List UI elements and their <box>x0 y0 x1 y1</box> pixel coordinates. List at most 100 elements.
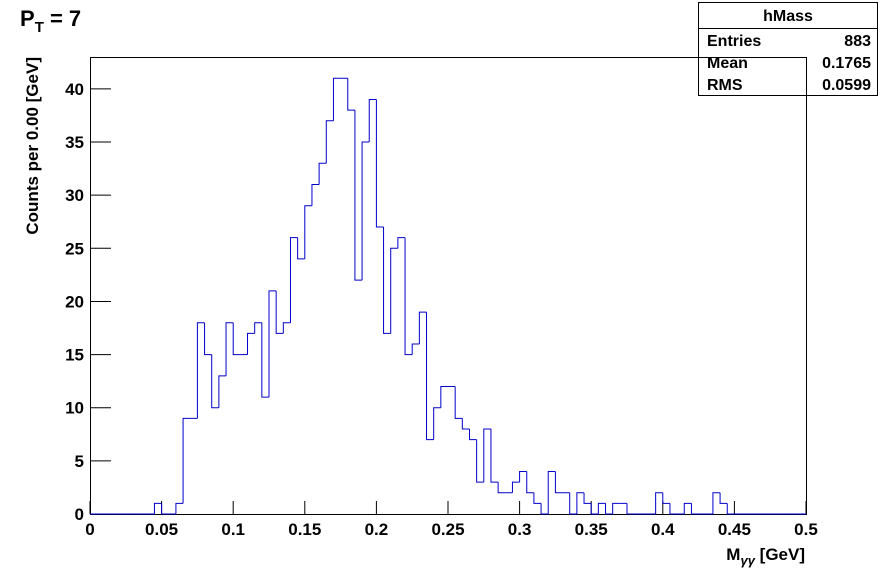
x-axis-title: Mγγ [GeV] <box>726 545 805 568</box>
histogram-bin <box>196 322 205 419</box>
stats-label: Entries <box>707 33 761 50</box>
histogram-bin <box>275 290 284 334</box>
histogram-bin <box>289 237 298 323</box>
histogram-bin <box>626 503 635 515</box>
y-tick-label: 35 <box>65 133 84 152</box>
histogram-bin <box>268 290 277 398</box>
histogram-bin <box>547 470 556 514</box>
histogram-bin <box>669 503 678 515</box>
histogram-bin <box>411 343 420 355</box>
histogram-bin <box>597 502 606 514</box>
histogram-bin <box>161 503 169 515</box>
x-tick-label: 0.05 <box>145 520 178 539</box>
histogram-bin <box>297 237 305 260</box>
y-tick-label: 0 <box>75 505 84 524</box>
histogram-bin <box>311 184 320 206</box>
histogram-bin <box>318 162 327 185</box>
plot-frame <box>90 57 807 515</box>
stats-title: hMass <box>763 8 813 25</box>
histogram-bin <box>304 205 312 259</box>
histogram-bin <box>368 99 377 143</box>
chart-title: PT = 7 <box>20 6 81 36</box>
histogram-bin <box>426 312 434 441</box>
histogram-bin <box>440 385 448 408</box>
histogram-bin <box>418 311 427 344</box>
title-main: P <box>20 6 35 31</box>
stats-label: Mean <box>707 55 748 72</box>
histogram-bin <box>483 428 491 483</box>
histogram-bin <box>332 77 341 121</box>
histogram-bin <box>554 471 563 494</box>
histogram-bin <box>211 354 219 409</box>
histogram-bin <box>282 322 291 334</box>
histogram-bin <box>175 502 184 514</box>
histogram-bin <box>232 322 241 356</box>
stats-value: 883 <box>844 33 871 50</box>
histogram-bin <box>511 481 520 493</box>
y-tick-label: 10 <box>65 399 84 418</box>
histogram-bin <box>204 322 212 356</box>
x-tick-label: 0.45 <box>718 520 751 539</box>
histogram-bin <box>683 502 692 514</box>
y-tick-label: 25 <box>65 239 84 258</box>
histogram-bin <box>490 428 499 483</box>
histogram-bin <box>347 78 355 111</box>
histogram-bin <box>519 470 527 483</box>
histogram-bin <box>576 492 585 514</box>
histogram-bin <box>583 492 592 504</box>
y-tick-label: 15 <box>65 346 84 365</box>
histogram-bin <box>726 503 735 515</box>
x-tick-label: 0.15 <box>288 520 321 539</box>
x-tick-label: 0.25 <box>431 520 464 539</box>
histogram-bin <box>605 503 613 515</box>
y-axis-title: Counts per 0.00 [GeV] <box>23 57 42 235</box>
histogram-bin <box>461 418 470 430</box>
histogram-bin <box>719 492 728 504</box>
x-label-sub: γγ <box>740 553 755 568</box>
histogram-bin <box>712 492 721 514</box>
histogram-bin <box>218 375 227 408</box>
stats-label: RMS <box>707 77 743 94</box>
histogram-bin <box>468 428 477 441</box>
histogram-bin <box>325 120 334 164</box>
histogram-bin <box>404 237 413 356</box>
y-tick-label: 5 <box>75 452 84 471</box>
y-tick-label: 40 <box>65 80 84 99</box>
histogram-bin <box>662 492 670 504</box>
histogram-bin <box>261 322 269 398</box>
x-tick-label: 0 <box>85 520 94 539</box>
histogram-bin <box>690 503 699 515</box>
x-tick-label: 0.2 <box>365 520 389 539</box>
histogram-bin <box>225 322 234 376</box>
histogram-bin <box>533 492 542 504</box>
histogram-bin <box>182 417 191 504</box>
histogram-bin <box>153 502 162 514</box>
x-label-main: M <box>726 545 740 564</box>
y-tick-label: 30 <box>65 186 84 205</box>
y-tick-label: 20 <box>65 292 84 311</box>
x-tick-label: 0.1 <box>221 520 245 539</box>
histogram-bin <box>433 407 441 440</box>
histogram-bin <box>254 322 262 334</box>
stats-value: 0.0599 <box>822 77 871 94</box>
histogram-bin <box>540 503 549 515</box>
x-tick-label: 0.5 <box>794 520 818 539</box>
histogram-bin <box>397 237 406 249</box>
x-tick-label: 0.35 <box>575 520 608 539</box>
histogram-bin <box>612 502 620 514</box>
histogram-bin <box>354 110 363 281</box>
histogram-bin <box>526 471 534 494</box>
histogram-bin <box>454 386 463 419</box>
histogram-bin <box>655 492 663 514</box>
histogram-bin <box>375 99 384 228</box>
histogram-bin <box>497 482 506 494</box>
title-tail: = 7 <box>44 6 81 31</box>
histogram-bin <box>476 439 484 483</box>
histogram-bin <box>383 227 391 334</box>
histogram-bin <box>361 141 370 281</box>
stats-frame <box>698 2 878 96</box>
histogram-bin <box>390 247 398 334</box>
